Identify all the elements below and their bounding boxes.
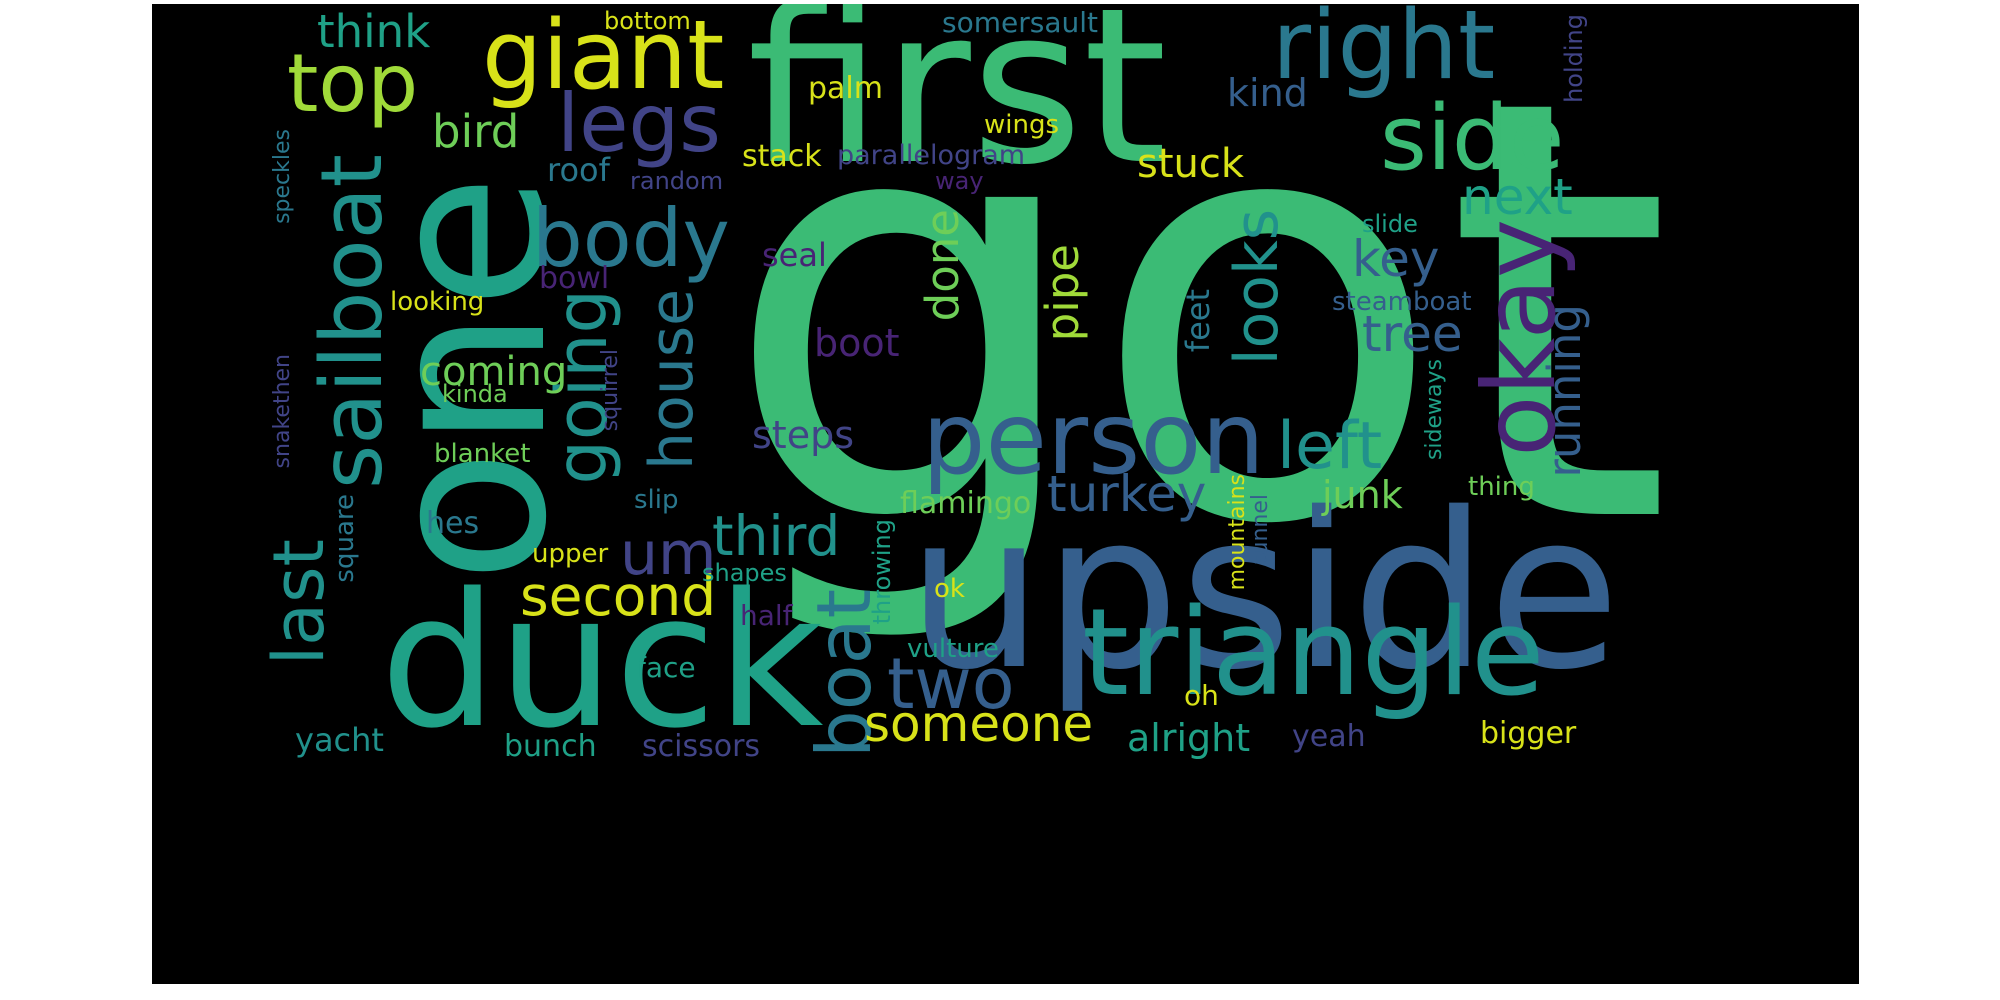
word-key: key	[1352, 230, 1440, 288]
word-shapes: shapes	[702, 559, 787, 587]
word-scissors: scissors	[642, 729, 761, 764]
word-bird: bird	[432, 105, 520, 158]
word-tunnel: tunnel	[1248, 494, 1273, 565]
word-thing: thing	[1468, 472, 1535, 502]
word-cloud: got first one upside duck triangle perso…	[152, 4, 1859, 984]
word-mountains: mountains	[1225, 474, 1250, 591]
word-bottom: bottom	[604, 7, 691, 35]
word-upper: upper	[532, 539, 609, 569]
word-holding: holding	[1560, 14, 1588, 103]
word-snakethen: snakethen	[270, 354, 295, 469]
word-pipe: pipe	[1036, 244, 1089, 342]
word-face: face	[636, 651, 696, 684]
word-kind: kind	[1227, 71, 1308, 115]
word-upside: upside	[907, 466, 1621, 717]
word-side: side	[1380, 86, 1565, 191]
word-junk: junk	[1322, 473, 1403, 517]
word-slip: slip	[634, 485, 679, 515]
word-stack: stack	[742, 139, 822, 174]
word-boot: boot	[814, 321, 900, 365]
word-duck: duck	[380, 553, 824, 769]
word-triangle: triangle	[1082, 584, 1545, 723]
word-yeah: yeah	[1292, 719, 1366, 754]
word-house: house	[637, 289, 707, 470]
word-throwing: throwing	[868, 519, 896, 625]
word-giant: giant	[482, 4, 725, 111]
word-two: two	[887, 643, 1015, 725]
word-sideways: sideways	[1422, 359, 1447, 461]
word-seal: seal	[762, 236, 827, 274]
word-third: third	[712, 504, 841, 568]
word-somersault: somersault	[942, 6, 1098, 39]
word-coming: coming	[420, 349, 568, 395]
word-sailboat: sailboat	[303, 154, 402, 489]
word-kinda: kinda	[442, 380, 508, 408]
word-bunch: bunch	[504, 729, 597, 764]
word-half: half	[740, 599, 793, 632]
word-steps: steps	[752, 413, 854, 457]
word-someone: someone	[864, 695, 1094, 753]
word-got: got	[722, 4, 1673, 651]
word-parallelogram: parallelogram	[837, 140, 1026, 171]
word-um: um	[620, 519, 717, 589]
word-looks: looks	[1222, 209, 1292, 366]
word-yacht: yacht	[295, 721, 384, 759]
word-top: top	[287, 37, 419, 130]
word-stuck: stuck	[1137, 141, 1245, 187]
word-right: right	[1272, 4, 1496, 101]
word-left: left	[1277, 409, 1383, 484]
word-roof: roof	[547, 151, 610, 189]
word-tree: tree	[1362, 305, 1463, 363]
word-legs: legs	[557, 77, 721, 170]
word-bowl: bowl	[539, 261, 610, 296]
word-vulture: vulture	[907, 634, 999, 664]
word-flamingo: flamingo	[900, 486, 1032, 521]
word-oh: oh	[1184, 679, 1219, 712]
word-next: next	[1462, 168, 1573, 226]
word-running: running	[1538, 304, 1591, 478]
word-think: think	[317, 5, 431, 58]
word-steamboat: steamboat	[1332, 287, 1472, 317]
word-last: last	[258, 539, 340, 666]
word-done: done	[916, 209, 969, 322]
word-bigger: bigger	[1480, 716, 1577, 751]
word-second: second	[520, 564, 717, 628]
word-random: random	[630, 167, 724, 195]
word-looking: looking	[390, 287, 485, 317]
word-feet: feet	[1179, 289, 1217, 353]
word-ok: ok	[934, 574, 965, 604]
word-slide: slide	[1362, 210, 1418, 238]
word-alright: alright	[1127, 716, 1251, 760]
word-body: body	[532, 192, 730, 285]
word-squirrel: squirrel	[598, 349, 623, 432]
word-way: way	[935, 167, 984, 195]
word-turkey: turkey	[1047, 465, 1207, 523]
word-first: first	[747, 4, 1168, 212]
word-person: person	[922, 380, 1265, 497]
word-palm: palm	[808, 71, 883, 106]
word-hes: hes	[426, 506, 480, 541]
word-blanket: blanket	[434, 439, 531, 469]
word-square: square	[330, 494, 360, 583]
word-speckles: speckles	[270, 129, 295, 224]
word-wings: wings	[984, 110, 1060, 140]
